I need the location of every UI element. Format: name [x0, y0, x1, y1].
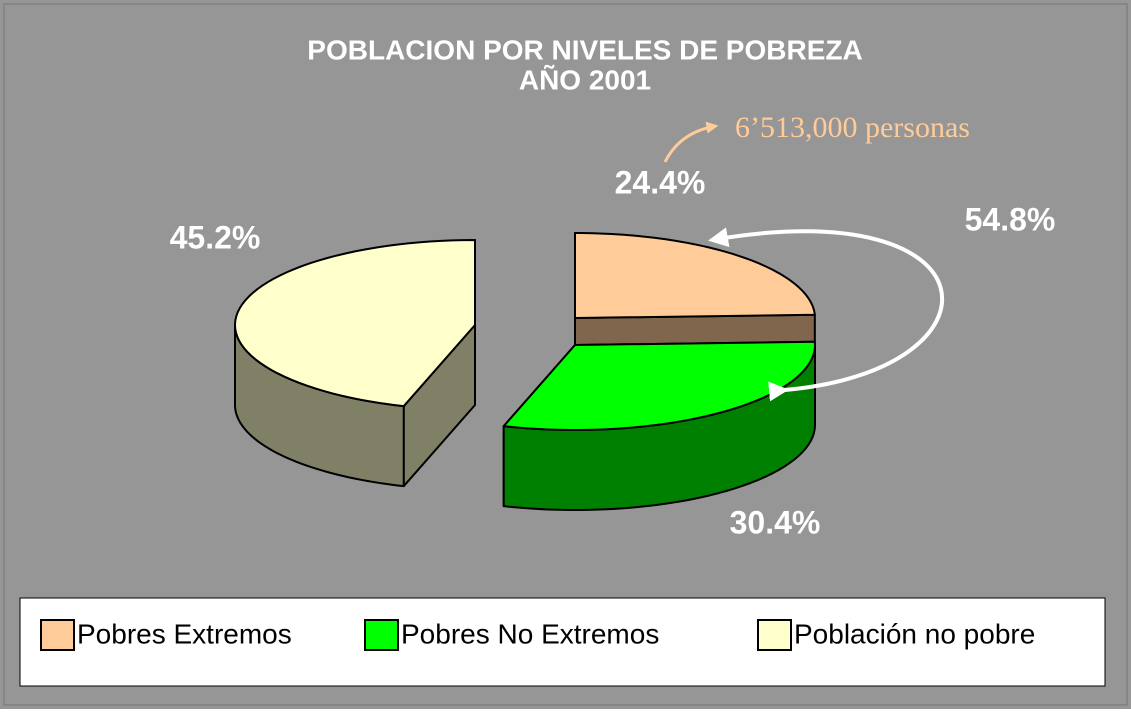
legend-label: Pobres Extremos	[77, 618, 292, 649]
legend	[19, 597, 1106, 687]
pie: 24.4% 45.2% 30.4%	[170, 164, 821, 540]
legend-label: Población no pobre	[794, 618, 1035, 649]
legend-swatch	[364, 619, 399, 651]
annotation-arrow	[663, 121, 719, 163]
annotation-arrow	[708, 227, 944, 402]
legend-swatch	[757, 619, 792, 651]
chart-subtitle: AÑO 2001	[519, 64, 651, 95]
data-label: 45.2%	[170, 219, 261, 255]
legend-items: Pobres Extremos Pobres No Extremos Poblaci…	[40, 618, 1035, 651]
data-label: 24.4%	[615, 164, 706, 200]
legend-swatch	[40, 619, 75, 651]
annotation: 6’513,000 personas	[735, 111, 970, 144]
legend-label: Pobres No Extremos	[401, 618, 659, 649]
frame	[3, 3, 1128, 706]
annotation: 54.8%	[965, 201, 1056, 237]
slice	[234, 239, 476, 408]
chart-title: POBLACION POR NIVELES DE POBREZA	[307, 34, 862, 65]
data-label: 30.4%	[730, 504, 821, 540]
